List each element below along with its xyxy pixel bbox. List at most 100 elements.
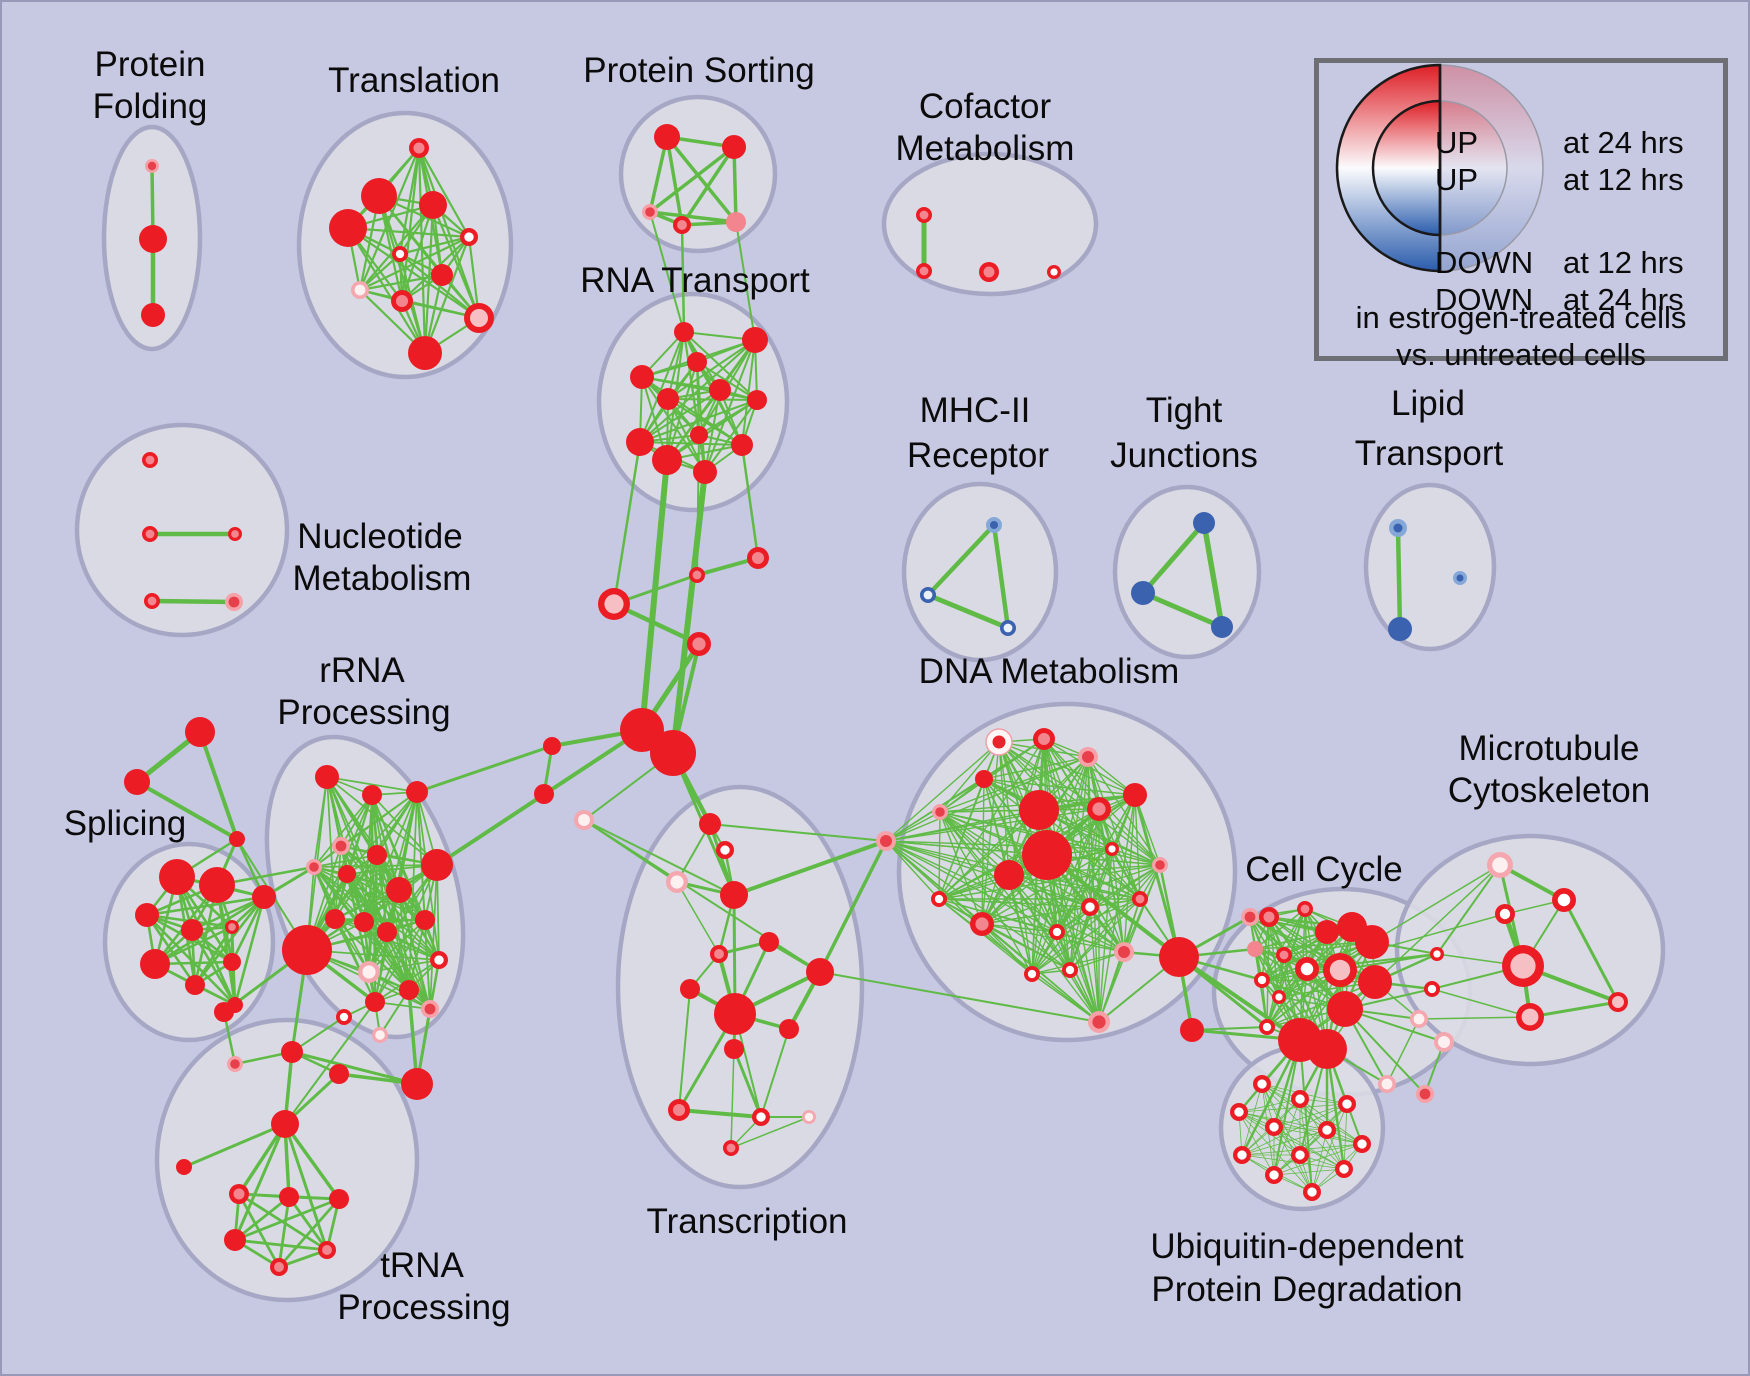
node-rt-2[interactable] (687, 352, 707, 372)
network-edge (696, 361, 758, 401)
node-tc-6[interactable] (680, 979, 700, 999)
node-sp-5[interactable] (140, 949, 170, 979)
node-cc-5[interactable] (1315, 920, 1339, 944)
node-dm-8[interactable] (1019, 790, 1059, 830)
node-sp-1[interactable] (199, 867, 235, 903)
node-cn-5[interactable] (650, 730, 696, 776)
node-rt-6[interactable] (747, 390, 767, 410)
node-cf-0-center (919, 210, 929, 220)
node-ps-0[interactable] (654, 124, 680, 150)
node-dm-19-center (1065, 965, 1075, 975)
node-rr-10[interactable] (354, 912, 374, 932)
node-rr-9[interactable] (325, 909, 345, 929)
node-tc-0[interactable] (699, 813, 721, 835)
label-tj: Tight (1146, 391, 1223, 430)
node-rt-4[interactable] (657, 388, 679, 410)
node-rt-1[interactable] (742, 327, 768, 353)
node-sp-12[interactable] (229, 831, 245, 847)
node-tj-0[interactable] (1193, 512, 1215, 534)
node-rt-3[interactable] (630, 365, 654, 389)
node-dm-4[interactable] (975, 770, 993, 788)
node-tr-2[interactable] (329, 209, 367, 247)
node-tn-2[interactable] (329, 1064, 349, 1084)
node-sp-2[interactable] (135, 903, 159, 927)
network-edge (363, 919, 426, 923)
node-tj-1[interactable] (1131, 581, 1155, 605)
node-sp-6[interactable] (185, 975, 205, 995)
node-tc-7[interactable] (806, 958, 834, 986)
node-lp-1[interactable] (1388, 617, 1412, 641)
node-tn-4[interactable] (176, 1159, 192, 1175)
node-sp-11[interactable] (124, 769, 150, 795)
node-rr-13[interactable] (282, 925, 332, 975)
node-rr-12[interactable] (415, 910, 435, 930)
node-sp-10[interactable] (185, 717, 215, 747)
node-dm-20-center (1118, 946, 1130, 958)
node-cn-4[interactable] (620, 708, 664, 752)
node-tc-3[interactable] (720, 881, 748, 909)
node-pf-2[interactable] (141, 303, 165, 327)
node-sp-9[interactable] (252, 885, 276, 909)
node-rr-7[interactable] (386, 877, 412, 903)
node-rr-2[interactable] (406, 781, 428, 803)
node-tc-8[interactable] (714, 993, 756, 1035)
node-rr-5[interactable] (338, 865, 356, 883)
mh-cluster-ellipse (901, 481, 1059, 663)
node-dm-6[interactable] (1123, 783, 1147, 807)
node-rr-14-center (362, 965, 376, 979)
node-cc-12[interactable] (1358, 965, 1392, 999)
node-dm-10[interactable] (994, 860, 1024, 890)
network-edge (639, 441, 743, 446)
node-tn-6[interactable] (279, 1187, 299, 1207)
node-cc-1[interactable] (1180, 1018, 1204, 1042)
node-rr-22[interactable] (401, 1068, 433, 1100)
node-rt-5[interactable] (709, 379, 731, 401)
node-rr-19[interactable] (214, 1002, 234, 1022)
node-ps-1[interactable] (722, 135, 746, 159)
node-rr-16[interactable] (399, 980, 419, 1000)
node-tn-3[interactable] (271, 1110, 299, 1138)
node-sp-7[interactable] (223, 953, 241, 971)
node-dm-9[interactable] (1022, 830, 1072, 880)
node-tc-10[interactable] (724, 1039, 744, 1059)
node-cc-7[interactable] (1355, 925, 1389, 959)
node-tc-9[interactable] (779, 1019, 799, 1039)
node-tn-8[interactable] (224, 1229, 246, 1251)
node-tc-4[interactable] (759, 932, 779, 952)
node-cc-0[interactable] (1159, 937, 1199, 977)
node-cc-8[interactable] (1247, 941, 1263, 957)
node-ps-4[interactable] (726, 212, 746, 232)
node-cc-18[interactable] (1307, 1029, 1347, 1069)
node-tr-10[interactable] (408, 336, 442, 370)
node-tr-3[interactable] (419, 191, 447, 219)
node-cc-15[interactable] (1327, 991, 1363, 1027)
node-rt-0[interactable] (674, 322, 694, 342)
node-cn-6[interactable] (543, 737, 561, 755)
node-rr-8[interactable] (421, 849, 453, 881)
node-tr-6[interactable] (431, 264, 453, 286)
node-tn-7[interactable] (329, 1189, 349, 1209)
node-sp-3[interactable] (181, 919, 203, 941)
node-pf-1[interactable] (139, 225, 167, 253)
label-tj: Junctions (1110, 436, 1258, 475)
node-rt-10[interactable] (652, 445, 682, 475)
node-tr-1[interactable] (361, 178, 397, 214)
node-rt-8[interactable] (626, 428, 654, 456)
node-rr-0[interactable] (315, 765, 339, 789)
network-edge (233, 1197, 341, 1242)
label-pf: Folding (93, 87, 208, 126)
network-edge (730, 1013, 736, 1149)
node-rr-11[interactable] (377, 922, 397, 942)
node-tn-1[interactable] (281, 1041, 303, 1063)
node-rt-9[interactable] (731, 434, 753, 456)
network-nodes (124, 124, 1628, 1276)
node-sp-0[interactable] (159, 859, 195, 895)
node-rr-1[interactable] (362, 785, 382, 805)
node-rr-6[interactable] (367, 845, 387, 865)
network-edge (1266, 916, 1270, 1028)
node-rt-11[interactable] (693, 460, 717, 484)
node-tj-2[interactable] (1211, 616, 1233, 638)
node-rt-7[interactable] (690, 426, 708, 444)
node-rr-17[interactable] (365, 992, 385, 1012)
node-cn-7[interactable] (534, 784, 554, 804)
